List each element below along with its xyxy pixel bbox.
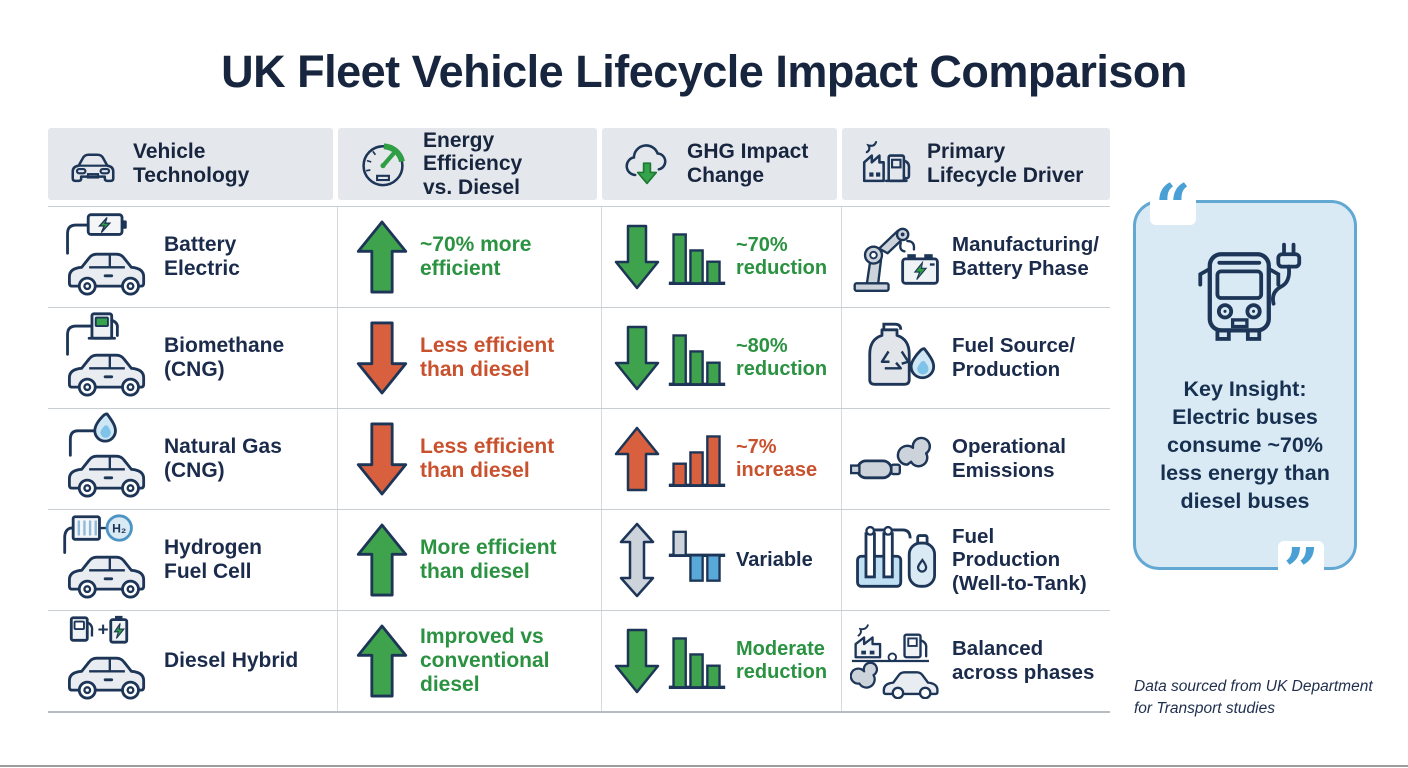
header-vehicle-technology: Vehicle Technology [48,128,333,200]
table-body: Battery Electric ~70% more efficient ~70… [48,206,1110,713]
vehicle-label: Biomethane (CNG) [164,333,285,381]
car-front-icon [66,137,120,191]
electric-bus-plug-icon [1186,237,1304,359]
header-lifecycle-driver: Primary Lifecycle Driver [842,128,1110,200]
driver-label: Fuel Source/ Production [952,334,1076,381]
table-row: Battery Electric ~70% more efficient ~70… [48,207,1110,308]
down-arrow-icon [356,421,408,497]
table-row: + Diesel Hybrid Improved vs conventional… [48,611,1110,713]
driver-label: Balanced across phases [952,637,1095,684]
factory-fuel-pump-icon [860,137,914,191]
table-header-row: Vehicle Technology Energy Efficiency vs.… [48,128,1110,200]
diesel-hybrid-pump-battery-car-icon: + [56,614,158,708]
electrolysis-cylinder-icon [850,522,944,598]
vehicle-label: Battery Electric [164,232,240,280]
svg-text:H₂: H₂ [112,522,126,536]
cloud-arrow-down-icon [620,137,674,191]
up-arrow-icon [356,522,408,598]
ghg-cell: ~70% reduction [602,207,842,307]
vehicle-cell: Natural Gas (CNG) [48,409,338,509]
table-row: Biomethane (CNG) Less efficient than die… [48,308,1110,409]
ghg-text: Variable [736,548,813,571]
ghg-text: ~70% reduction [736,234,828,279]
header-label: GHG Impact Change [687,140,809,187]
header-label: Primary Lifecycle Driver [927,140,1084,187]
battery-electric-car-icon [56,210,158,304]
page-title: UK Fleet Vehicle Lifecycle Impact Compar… [221,46,1187,97]
up-arrow-icon [614,421,660,497]
driver-cell: Manufacturing/ Battery Phase [842,207,1110,307]
header-label: Vehicle Technology [133,140,250,187]
driver-label: Fuel Production (Well-to-Tank) [952,524,1087,595]
ghg-text: Moderate reduction [736,638,828,683]
robot-arm-battery-icon [850,219,944,295]
driver-label: Manufacturing/ Battery Phase [952,233,1099,280]
driver-cell: Fuel Source/ Production [842,308,1110,408]
efficiency-text: Improved vs conventional diesel [420,624,550,697]
exhaust-smoke-icon [850,421,944,497]
efficiency-text: Less efficient than diesel [420,434,555,482]
bar-chart-decline-icon [666,225,728,289]
svg-text:+: + [98,619,109,640]
up-arrow-icon [356,623,408,699]
vehicle-cell: Biomethane (CNG) [48,308,338,408]
vehicle-label: Hydrogen Fuel Cell [164,535,263,583]
efficiency-cell: Less efficient than diesel [338,308,602,408]
factory-pump-car-balance-icon [850,623,944,699]
driver-cell: Fuel Production (Well-to-Tank) [842,510,1110,610]
down-arrow-icon [614,219,660,295]
down-arrow-icon [614,320,660,396]
natural-gas-flame-car-icon [56,412,158,506]
driver-cell: Operational Emissions [842,409,1110,509]
updown-arrow-icon [614,522,660,598]
bottom-edge-line [0,765,1408,767]
bar-chart-mixed-icon [666,528,728,592]
header-ghg-impact: GHG Impact Change [602,128,837,200]
open-quote-icon: “ [1150,177,1196,225]
vehicle-label: Natural Gas (CNG) [164,434,282,482]
hydrogen-fuel-cell-car-icon: H₂ [56,513,158,607]
close-quote-icon: ” [1278,541,1324,589]
down-arrow-icon [614,623,660,699]
table-row: Natural Gas (CNG) Less efficient than di… [48,409,1110,510]
speedometer-gauge-icon [356,137,410,191]
ghg-cell: Variable [602,510,842,610]
vehicle-cell: + Diesel Hybrid [48,611,338,711]
cng-pump-car-icon [56,311,158,405]
ghg-cell: ~80% reduction [602,308,842,408]
key-insight-box: “ ” Key Insight: Electric buses consume … [1133,177,1357,589]
efficiency-text: ~70% more efficient [420,232,532,280]
bar-chart-rise-icon [666,427,728,491]
efficiency-cell: More efficient than diesel [338,510,602,610]
ghg-cell: Moderate reduction [602,611,842,711]
header-label: Energy Efficiency vs. Diesel [423,128,523,199]
vehicle-label: Diesel Hybrid [164,648,299,672]
driver-label: Operational Emissions [952,435,1066,482]
key-insight-text: Key Insight: Electric buses consume ~70%… [1160,377,1330,513]
ghg-cell: ~7% increase [602,409,842,509]
up-arrow-icon [356,219,408,295]
efficiency-cell: ~70% more efficient [338,207,602,307]
bar-chart-decline-icon [666,629,728,693]
recycle-vessel-flame-icon [850,320,944,396]
ghg-text: ~7% increase [736,436,818,481]
header-energy-efficiency: Energy Efficiency vs. Diesel [338,128,597,200]
efficiency-text: More efficient than diesel [420,535,557,583]
efficiency-text: Less efficient than diesel [420,333,555,381]
down-arrow-icon [356,320,408,396]
vehicle-cell: H₂ Hydrogen Fuel Cell [48,510,338,610]
table-row: H₂ Hydrogen Fuel Cell More efficient tha… [48,510,1110,611]
driver-cell: Balanced across phases [842,611,1110,711]
ghg-text: ~80% reduction [736,335,828,380]
bar-chart-decline-icon [666,326,728,390]
efficiency-cell: Improved vs conventional diesel [338,611,602,711]
data-source-note: Data sourced from UK Department for Tran… [1134,678,1373,717]
vehicle-cell: Battery Electric [48,207,338,307]
efficiency-cell: Less efficient than diesel [338,409,602,509]
comparison-table: Vehicle Technology Energy Efficiency vs.… [48,128,1110,713]
